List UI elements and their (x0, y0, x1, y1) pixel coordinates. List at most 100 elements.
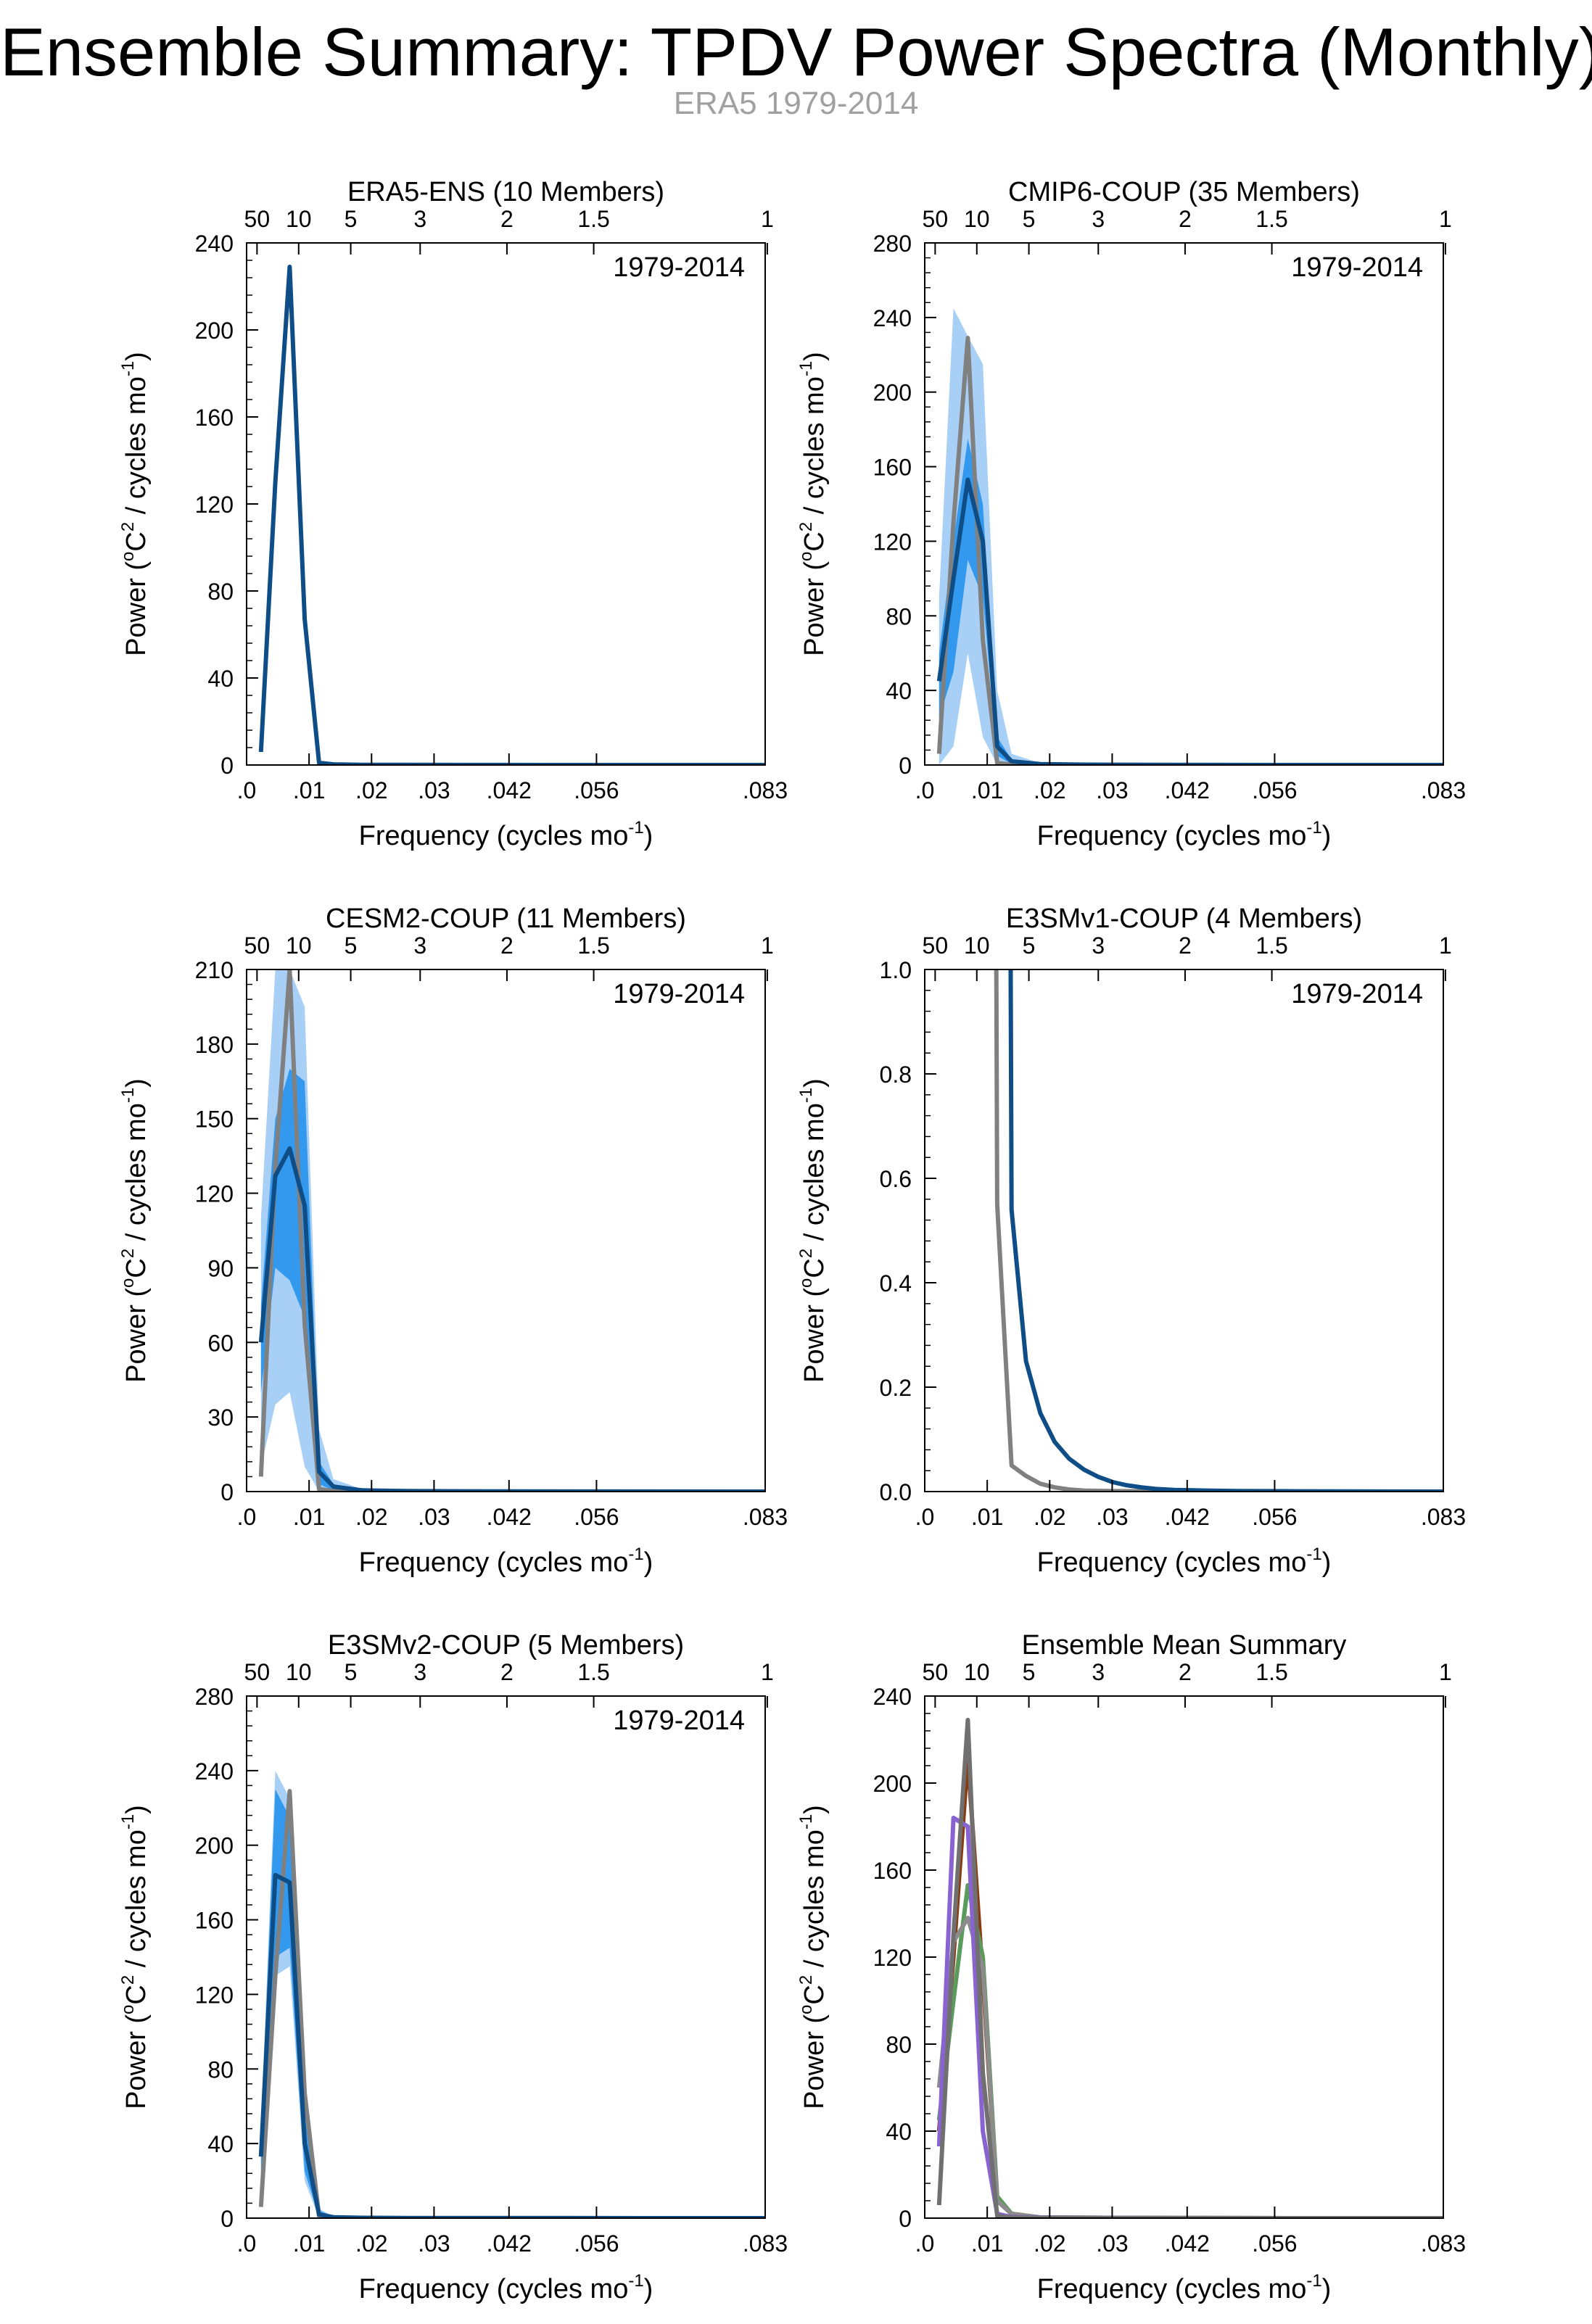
y-tick-label: 200 (195, 318, 234, 344)
top-tick-label: 1 (761, 933, 774, 959)
x-tick-label: .03 (1096, 777, 1128, 803)
y-tick-label: 120 (195, 492, 234, 518)
top-tick-label: 1.5 (577, 933, 609, 959)
y-tick-label: 80 (886, 603, 912, 629)
y-tick-label: 1.0 (880, 957, 912, 983)
x-tick-label: .0 (915, 2230, 935, 2257)
x-tick-label: .042 (487, 2230, 532, 2257)
series-line-2 (258, 1872, 765, 2218)
x-tick-label: .02 (1034, 2230, 1065, 2257)
x-tick-label: .042 (487, 1504, 532, 1530)
series-line-1 (258, 265, 765, 765)
y-tick-label: 240 (873, 1684, 912, 1710)
y-tick-label: 60 (207, 1330, 234, 1356)
y-tick-label: 180 (195, 1032, 234, 1058)
y-tick-label: 160 (873, 455, 912, 481)
plot-area (994, 969, 1443, 1492)
plot-frame (924, 242, 1444, 766)
x-tick-label: .083 (743, 777, 788, 803)
top-tick-label: 10 (964, 206, 990, 232)
panel-title: ERA5-ENS (10 Members) (347, 177, 664, 207)
y-tick-label: 0 (220, 753, 234, 779)
y-axis-label: Power (oC2 / cycles mo-1) (118, 1805, 152, 2109)
x-tick-label: .02 (355, 777, 387, 803)
x-axis-label: Frequency (cycles mo-1) (359, 1544, 653, 1578)
y-tick-label: 0 (899, 753, 912, 779)
top-tick-label: 10 (286, 1659, 312, 1685)
top-tick-label: 5 (345, 1659, 358, 1685)
top-tick-label: 5 (1023, 933, 1036, 959)
y-tick-label: 200 (873, 1771, 912, 1797)
y-tick-label: 240 (195, 231, 234, 257)
y-tick-label: 40 (207, 2131, 234, 2157)
top-tick-label: 2 (1179, 933, 1192, 959)
y-tick-label: 240 (195, 1758, 234, 1785)
top-tick-label: 1.5 (1255, 206, 1287, 232)
plot-area (258, 969, 765, 1492)
spread-band-1 (260, 1770, 765, 2218)
y-tick-label: 200 (873, 380, 912, 406)
spread-band-2 (939, 439, 1443, 765)
series-line-1 (936, 1755, 1443, 2218)
x-tick-label: .02 (355, 1504, 387, 1530)
top-tick-label: 2 (500, 1659, 514, 1685)
y-tick-label: 120 (195, 1181, 234, 1207)
series-line-3 (936, 1916, 1443, 2218)
top-tick-label: 1.5 (1255, 933, 1287, 959)
y-axis-label: Power (oC2 / cycles mo-1) (796, 1078, 830, 1383)
x-tick-label: .056 (1252, 2230, 1297, 2257)
y-tick-label: 90 (207, 1255, 234, 1281)
y-tick-label: 80 (886, 2032, 912, 2058)
top-tick-label: 50 (923, 1659, 949, 1685)
y-tick-label: 120 (195, 1982, 234, 2008)
x-tick-label: .0 (237, 2230, 257, 2257)
chart-panel-5: E3SMv2-COUP (5 Members)1979-201404080120… (118, 1630, 788, 2304)
period-annotation: 1979-2014 (1291, 979, 1423, 1009)
chart-panel-1: ERA5-ENS (10 Members) 1979-2014 0 40 80 120 16… (118, 177, 788, 851)
x-tick-label: .042 (1165, 1504, 1210, 1530)
x-axis-label: Frequency (cycles mo-1) (1037, 818, 1332, 851)
top-tick-label: 10 (964, 933, 990, 959)
y-tick-label: 160 (195, 405, 234, 431)
x-tick-label: .01 (293, 777, 325, 803)
chart-panel-2: CMIP6-COUP (35 Members)1979-201404080120… (796, 177, 1466, 851)
x-tick-label: .0 (915, 777, 935, 803)
top-tick-label: 50 (923, 206, 949, 232)
x-tick-label: .083 (743, 1504, 788, 1530)
top-tick-label: 3 (413, 933, 426, 959)
page-title: Ensemble Summary: TPDV Power Spectra (Mo… (0, 14, 1592, 90)
y-tick-label: 280 (195, 1684, 234, 1710)
x-tick-label: .0 (237, 1504, 257, 1530)
y-tick-label: 80 (207, 579, 234, 605)
series-line-1 (258, 1789, 765, 2218)
period-annotation: 1979-2014 (613, 252, 745, 283)
x-tick-label: .01 (971, 2230, 1003, 2257)
series-line-2 (258, 1146, 765, 1492)
x-axis-label: Frequency (cycles mo-1) (359, 2271, 653, 2304)
y-tick-label: 200 (195, 1833, 234, 1859)
spread-band-1 (260, 969, 765, 1492)
x-axis-label: Frequency (cycles mo-1) (1037, 1544, 1332, 1578)
chart-panel-6: Ensemble Mean Summary 0 40 80 120 160 200 240 .0… (796, 1630, 1466, 2304)
plot-frame (246, 242, 766, 766)
y-axis-label: Power (oC2 / cycles mo-1) (118, 1078, 152, 1383)
panel-title: CMIP6-COUP (35 Members) (1008, 177, 1360, 207)
y-tick-label: 120 (873, 1945, 912, 1971)
y-axis-label: Power (oC2 / cycles mo-1) (796, 1805, 830, 2109)
y-tick-label: 0.6 (880, 1166, 912, 1192)
y-tick-label: 150 (195, 1107, 234, 1133)
page-subtitle: ERA5 1979-2014 (673, 86, 919, 121)
x-tick-label: .01 (971, 777, 1003, 803)
y-axis-label: Power (oC2 / cycles mo-1) (796, 352, 830, 656)
y-tick-label: 0 (899, 2206, 912, 2232)
period-annotation: 1979-2014 (613, 1705, 745, 1736)
y-axis-label: Power (oC2 / cycles mo-1) (118, 352, 152, 656)
x-tick-label: .056 (574, 1504, 619, 1530)
series-line-1 (936, 336, 1443, 765)
x-tick-label: .01 (293, 1504, 325, 1530)
x-tick-label: .02 (355, 2230, 387, 2257)
top-tick-label: 1 (761, 1659, 774, 1685)
y-tick-label: 0 (220, 2206, 234, 2232)
y-tick-label: 0 (220, 1479, 234, 1505)
plot-frame (924, 1695, 1444, 2219)
